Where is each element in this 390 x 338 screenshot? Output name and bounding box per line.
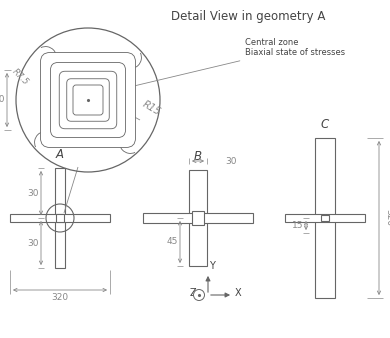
Bar bbox=[198, 213, 253, 223]
Text: Z: Z bbox=[190, 288, 197, 298]
FancyBboxPatch shape bbox=[50, 63, 126, 138]
Bar bbox=[10, 214, 60, 222]
Bar bbox=[192, 211, 204, 225]
Text: 30: 30 bbox=[27, 239, 39, 247]
FancyBboxPatch shape bbox=[67, 79, 109, 121]
Text: 45: 45 bbox=[166, 238, 178, 246]
Text: B: B bbox=[194, 149, 202, 163]
Text: 30: 30 bbox=[225, 156, 236, 166]
FancyBboxPatch shape bbox=[41, 52, 135, 147]
Text: Central zone
Biaxial state of stresses: Central zone Biaxial state of stresses bbox=[99, 38, 345, 95]
Bar bbox=[143, 213, 198, 223]
Text: Y: Y bbox=[209, 261, 215, 271]
Text: A: A bbox=[56, 147, 64, 161]
Text: Detail View in geometry A: Detail View in geometry A bbox=[171, 10, 325, 23]
Text: 30: 30 bbox=[27, 189, 39, 197]
Text: 320: 320 bbox=[51, 293, 69, 303]
Bar bbox=[321, 215, 329, 221]
Bar bbox=[55, 218, 65, 268]
Text: X: X bbox=[235, 288, 242, 298]
Bar bbox=[55, 168, 65, 218]
Text: C: C bbox=[321, 118, 329, 130]
Text: 30: 30 bbox=[0, 96, 5, 104]
FancyBboxPatch shape bbox=[59, 71, 117, 129]
Bar bbox=[60, 214, 110, 222]
Bar bbox=[315, 218, 335, 298]
Text: 15: 15 bbox=[292, 221, 304, 230]
Bar bbox=[189, 170, 207, 218]
Circle shape bbox=[193, 290, 204, 300]
Text: 320: 320 bbox=[385, 210, 390, 226]
Bar bbox=[325, 214, 365, 222]
FancyBboxPatch shape bbox=[73, 85, 103, 115]
Text: R15: R15 bbox=[141, 99, 163, 117]
Bar bbox=[56, 214, 64, 222]
Text: R7.5: R7.5 bbox=[10, 67, 30, 87]
Bar bbox=[285, 214, 325, 222]
Bar bbox=[315, 138, 335, 218]
Bar bbox=[189, 218, 207, 266]
